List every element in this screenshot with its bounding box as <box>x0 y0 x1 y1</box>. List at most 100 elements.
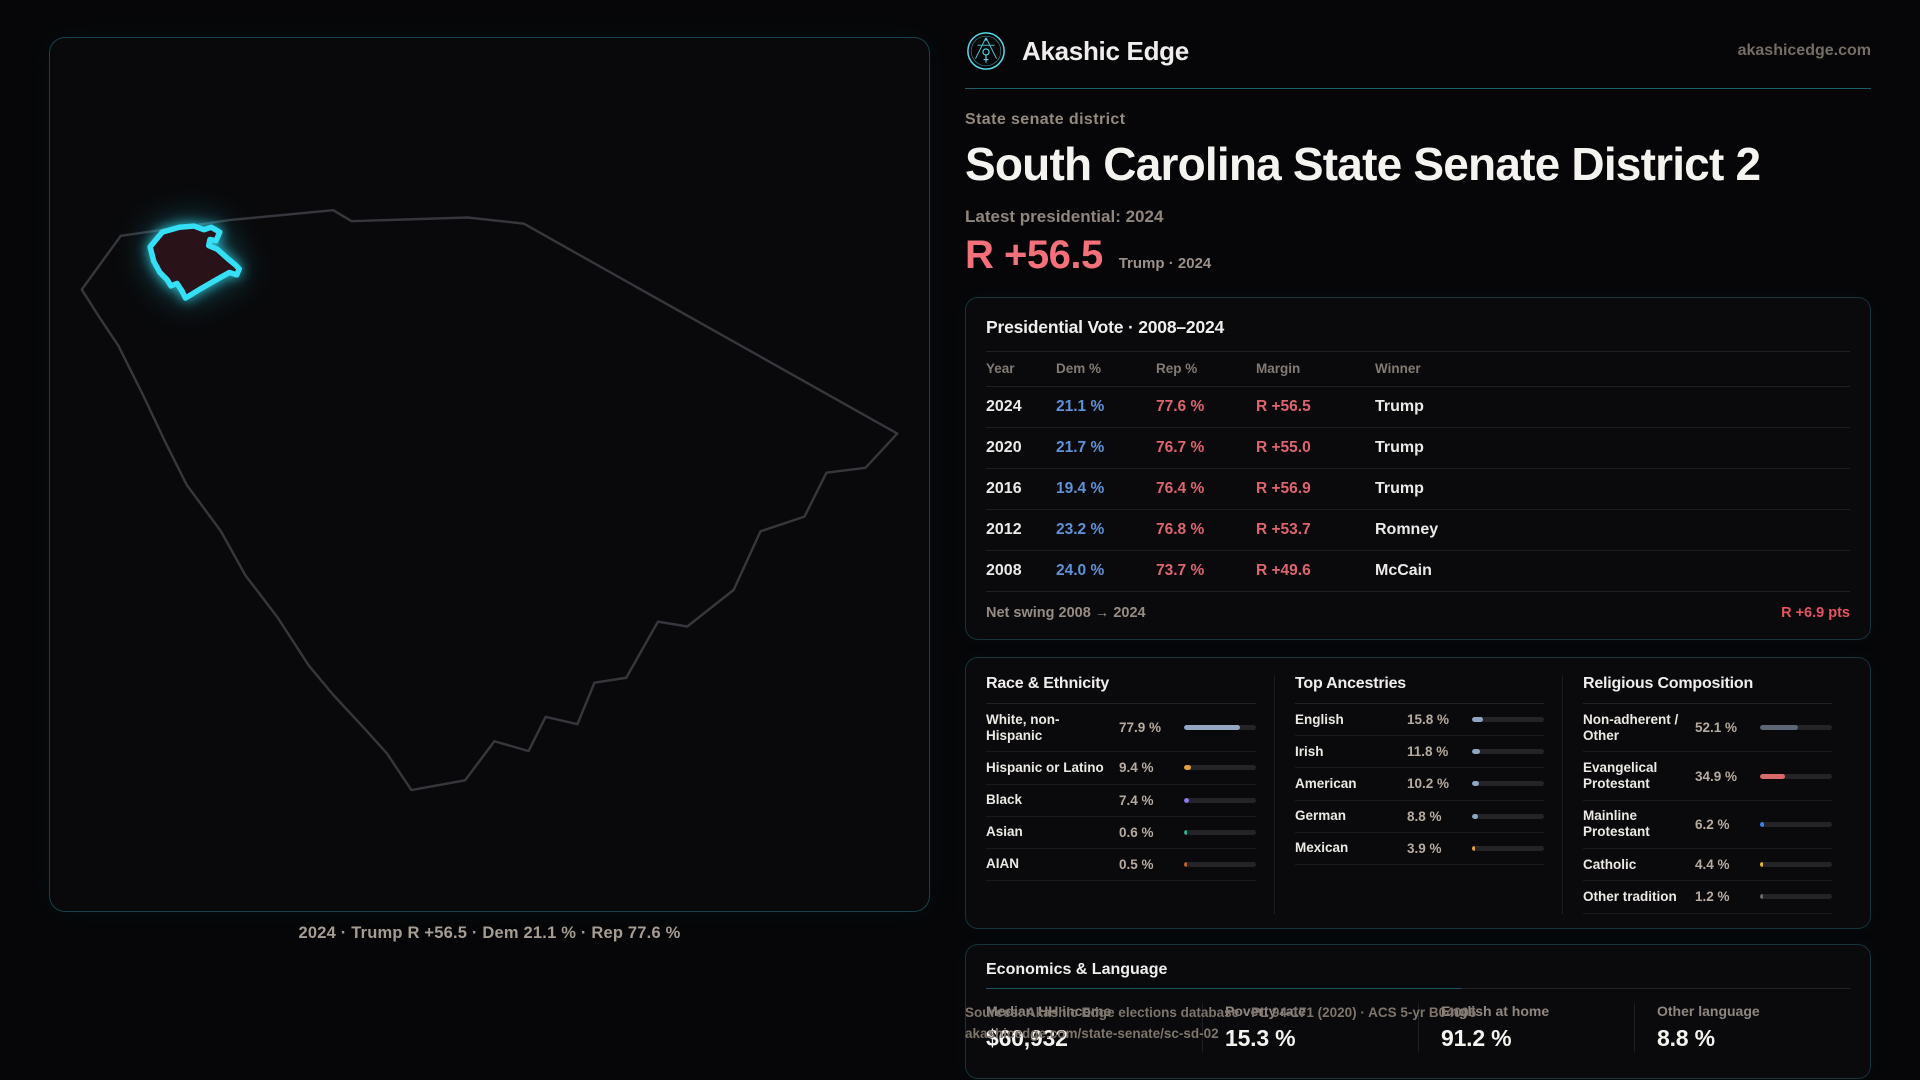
ancestry-label: Mexican <box>1295 840 1349 856</box>
race-ethnicity-rows: White, non-Hispanic 77.9 % Hispanic or L… <box>986 704 1256 882</box>
religion-bar-fill <box>1760 894 1763 900</box>
dem-pct-cell: 21.1 % <box>1056 398 1105 415</box>
latest-presidential-label: Latest presidential: 2024 <box>965 207 1164 226</box>
winner-cell: Romney <box>1375 521 1439 538</box>
demographic-value: 0.5 % <box>1119 857 1154 873</box>
margin-cell: R +55.0 <box>1256 439 1311 456</box>
state-outline <box>80 208 899 792</box>
religion-label: Other tradition <box>1583 888 1677 904</box>
religion-value: 4.4 % <box>1695 857 1730 873</box>
presidential-vote-card: Presidential Vote · 2008–2024 Year Dem %… <box>965 297 1871 640</box>
site-domain-link[interactable]: akashicedge.com <box>1737 42 1871 59</box>
ancestry-bar-track <box>1472 813 1544 819</box>
ancestry-bar-fill <box>1472 845 1475 851</box>
demographic-value: 9.4 % <box>1119 760 1154 776</box>
year-cell: 2016 <box>986 480 1022 497</box>
dem-pct-cell: 24.0 % <box>1056 562 1105 579</box>
stat-label: Median HH income <box>986 1002 1112 1019</box>
list-item: German 8.8 % <box>1295 801 1544 833</box>
net-swing-value: R +6.9 pts <box>1781 605 1850 621</box>
site-header: Akashic Edge akashicedge.com <box>965 30 1871 89</box>
list-item: Mexican 3.9 % <box>1295 833 1544 865</box>
year-cell: 2024 <box>986 398 1022 415</box>
table-row: 2016 19.4 % 76.4 % R +56.9 Trump <box>986 469 1850 510</box>
ancestry-value: 15.8 % <box>1407 712 1450 728</box>
ancestry-label: American <box>1295 775 1357 791</box>
demographic-bar-fill <box>1184 765 1191 771</box>
presidential-table-header: Year Dem % Rep % Margin Winner <box>986 352 1850 387</box>
demographic-value: 77.9 % <box>1119 720 1162 736</box>
ancestry-label: Irish <box>1295 743 1324 759</box>
demographic-bar-track <box>1184 862 1256 868</box>
religion-value: 1.2 % <box>1695 889 1730 905</box>
religion-bar-track <box>1760 894 1832 900</box>
demographic-label: AIAN <box>986 856 1019 872</box>
col-header-rep: Rep % <box>1156 361 1198 376</box>
ancestry-bar-track <box>1472 749 1544 755</box>
list-item: Mainline Protestant 6.2 % <box>1583 801 1832 850</box>
winner-cell: Trump <box>1375 480 1424 497</box>
religion-bar-fill <box>1760 862 1764 868</box>
list-item: Catholic 4.4 % <box>1583 849 1832 882</box>
top-ancestries-title: Top Ancestries <box>1295 675 1544 704</box>
stat-value: $60,932 <box>986 1024 1068 1051</box>
list-item: Non-adherent / Other 52.1 % <box>1583 704 1832 753</box>
religion-value: 34.9 % <box>1695 768 1738 784</box>
rep-pct-cell: 76.7 % <box>1156 439 1205 456</box>
religion-label: Mainline Protestant <box>1583 808 1650 840</box>
list-item: White, non-Hispanic 77.9 % <box>986 704 1256 753</box>
map-caption: 2024 · Trump R +56.5 · Dem 21.1 % · Rep … <box>298 924 681 942</box>
demographic-label: Hispanic or Latino <box>986 759 1104 775</box>
dem-pct-cell: 23.2 % <box>1056 521 1105 538</box>
ancestry-bar-fill <box>1472 717 1484 723</box>
winner-cell: McCain <box>1375 562 1432 579</box>
district-map-panel <box>49 37 930 912</box>
religion-label: Catholic <box>1583 856 1637 872</box>
list-item: Asian 0.6 % <box>986 817 1256 849</box>
akashic-edge-logo-icon <box>967 32 1005 70</box>
religion-bar-track <box>1760 773 1832 779</box>
year-cell: 2008 <box>986 562 1022 579</box>
headline-margin-row: R +56.5 Trump · 2024 <box>965 233 1871 278</box>
permalink[interactable]: akashicedge.com/state-senate/sc-sd-02 <box>965 1026 1219 1041</box>
religion-label: Non-adherent / Other <box>1583 711 1679 743</box>
col-header-dem: Dem % <box>1056 361 1102 376</box>
stat-block: English at home 91.2 % <box>1418 1002 1634 1052</box>
ancestry-bar-fill <box>1472 781 1480 787</box>
headline-margin-value: R +56.5 <box>965 233 1103 277</box>
ancestry-value: 10.2 % <box>1407 776 1450 792</box>
demographic-bar-fill <box>1184 725 1241 731</box>
economics-stats: Median HH income $60,932 Poverty rate 15… <box>986 1002 1850 1052</box>
race-ethnicity-section: Race & Ethnicity White, non-Hispanic 77.… <box>986 675 1274 914</box>
table-row: 2012 23.2 % 76.8 % R +53.7 Romney <box>986 510 1850 551</box>
net-swing-label: Net swing 2008 → 2024 <box>986 605 1146 621</box>
religion-bar-track <box>1760 725 1832 731</box>
economics-language-title: Economics & Language <box>986 960 1168 978</box>
brand-name: Akashic Edge <box>1022 35 1189 66</box>
list-item: Black 7.4 % <box>986 785 1256 817</box>
stat-value: 8.8 % <box>1657 1024 1715 1051</box>
list-item: AIAN 0.5 % <box>986 849 1256 882</box>
dem-pct-cell: 19.4 % <box>1056 480 1105 497</box>
stat-label: Poverty rate <box>1225 1002 1306 1019</box>
economics-language-card: Economics & Language Median HH income $6… <box>965 943 1871 1079</box>
ancestry-bar-fill <box>1472 813 1479 819</box>
district-map <box>80 208 899 792</box>
stat-value: 15.3 % <box>1225 1024 1296 1051</box>
ancestry-value: 8.8 % <box>1407 808 1442 824</box>
stat-value: 91.2 % <box>1441 1024 1512 1051</box>
district-shape[interactable] <box>147 223 242 301</box>
margin-cell: R +49.6 <box>1256 562 1311 579</box>
religion-bar-fill <box>1760 725 1798 731</box>
religion-bar-fill <box>1760 773 1786 779</box>
list-item: Hispanic or Latino 9.4 % <box>986 752 1256 785</box>
headline-margin-context: Trump · 2024 <box>1118 255 1212 272</box>
net-swing-row: Net swing 2008 → 2024 R +6.9 pts <box>986 592 1850 635</box>
religion-value: 52.1 % <box>1695 720 1738 736</box>
religious-composition-section: Religious Composition Non-adherent / Oth… <box>1562 675 1850 914</box>
stat-label: Other language <box>1657 1002 1760 1019</box>
religion-label: Evangelical Protestant <box>1583 759 1658 792</box>
demographic-bar-track <box>1184 765 1256 771</box>
religious-composition-title: Religious Composition <box>1583 675 1832 704</box>
